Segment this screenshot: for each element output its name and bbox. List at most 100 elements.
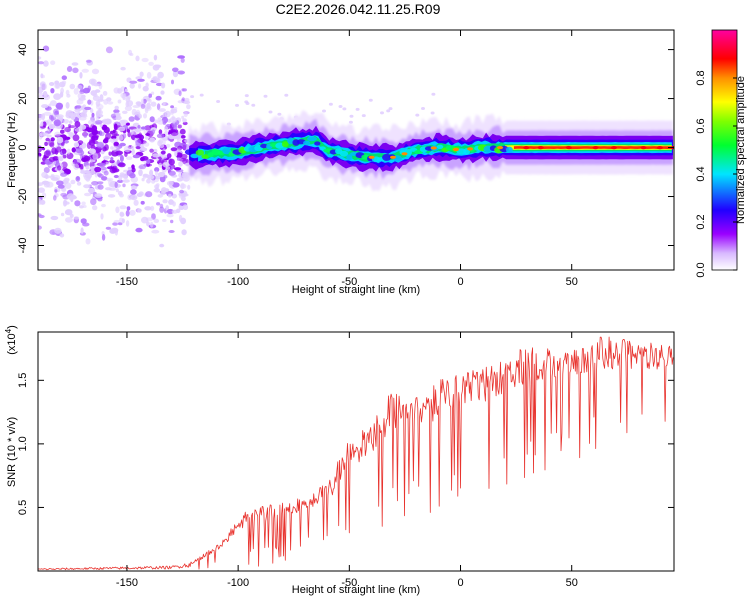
noise-blob	[76, 84, 83, 90]
noise-blob	[151, 229, 160, 234]
ridge-blob	[190, 153, 199, 159]
noise-blob	[91, 68, 100, 75]
ridge-blob	[201, 154, 209, 159]
noise-blob	[98, 83, 103, 90]
noise-blob	[108, 183, 115, 188]
spectrogram-ticks: -150 -100 -50 0 50 -40 -20 0 20 40	[17, 30, 674, 288]
noise-blob	[50, 88, 55, 94]
noise-blob	[90, 79, 95, 86]
noise-blob	[103, 170, 109, 176]
noise-blob	[71, 62, 79, 66]
noise-blob	[122, 110, 128, 115]
spectrogram-y-tick-label: 0	[17, 144, 29, 150]
noise-blob	[156, 202, 161, 206]
noise-blob	[171, 193, 177, 199]
noise-blob	[74, 127, 83, 132]
noise-blob	[431, 92, 436, 96]
noise-blob	[95, 115, 100, 121]
noise-blob	[50, 215, 59, 221]
noise-blob	[159, 203, 164, 209]
noise-blob	[112, 222, 118, 226]
noise-blob	[59, 233, 65, 238]
noise-blob	[155, 186, 159, 193]
noise-blob	[174, 167, 182, 171]
noise-blob	[175, 152, 183, 159]
noise-blob	[40, 121, 44, 127]
noise-blob	[355, 107, 360, 111]
noise-blob	[73, 216, 80, 220]
noise-blob	[73, 158, 82, 164]
snr-ticks: -150 -100 -50 0 50 0.5 1.0 1.5	[17, 332, 674, 589]
noise-blob	[43, 167, 50, 174]
noise-blob	[129, 173, 136, 179]
noise-blob	[175, 135, 180, 139]
noise-blob	[98, 162, 106, 168]
noise-blob	[160, 90, 165, 95]
noise-blob	[85, 165, 90, 170]
noise-blob	[53, 119, 61, 127]
noise-blob	[122, 93, 126, 101]
noise-blob	[81, 94, 86, 99]
noise-blob	[41, 113, 46, 121]
noise-blob	[81, 68, 90, 73]
noise-blob	[110, 227, 119, 234]
noise-blob	[159, 143, 165, 149]
noise-blob	[38, 187, 45, 193]
noise-blob	[88, 159, 96, 163]
noise-blob	[103, 99, 109, 105]
noise-blob	[148, 61, 154, 66]
noise-blob	[183, 111, 188, 118]
noise-blob	[63, 200, 68, 205]
ridge-hotspot	[523, 146, 530, 150]
noise-blob	[127, 131, 132, 138]
noise-blob	[56, 146, 62, 153]
noise-blob	[74, 108, 81, 113]
noise-blob	[131, 167, 136, 173]
noise-blob	[181, 229, 187, 236]
noise-blob	[156, 183, 160, 187]
noise-blob	[139, 71, 144, 77]
noise-blob	[149, 116, 155, 123]
ridge-blob	[382, 153, 392, 161]
noise-blob	[145, 191, 153, 198]
noise-blob	[178, 157, 187, 162]
noise-blob	[143, 113, 147, 119]
noise-blob	[168, 158, 175, 166]
noise-blob	[166, 208, 174, 215]
noise-blob	[101, 234, 106, 241]
noise-blob	[79, 72, 83, 79]
noise-blob	[177, 100, 184, 104]
noise-blob	[41, 192, 47, 199]
noise-blob	[73, 142, 80, 148]
noise-blob	[171, 79, 174, 85]
noise-blob	[84, 169, 90, 174]
ridge-blob	[287, 137, 294, 145]
noise-blob	[166, 180, 174, 186]
noise-blob	[120, 66, 126, 71]
noise-blob	[141, 156, 149, 161]
snr-x-tick-label: 0	[457, 577, 463, 589]
ridge-blob	[222, 147, 231, 155]
noise-blob	[60, 129, 65, 134]
noise-blob	[97, 184, 104, 190]
noise-blob	[99, 166, 107, 170]
noise-blob	[69, 120, 73, 124]
noise-blob	[244, 94, 249, 98]
ridge-hotspot	[537, 146, 544, 150]
ridge-hotspot	[453, 147, 459, 152]
noise-blob	[129, 80, 138, 84]
noise-blob	[164, 126, 168, 132]
noise-blob	[120, 119, 128, 124]
noise-blob	[38, 56, 42, 60]
noise-blob	[88, 133, 95, 138]
noise-blob	[87, 187, 96, 194]
noise-blob	[105, 46, 113, 54]
noise-blob	[111, 133, 120, 137]
noise-blob	[146, 71, 152, 79]
noise-blob	[80, 124, 87, 130]
noise-blob	[86, 127, 93, 133]
noise-blob	[43, 150, 51, 157]
noise-blob	[137, 208, 142, 213]
noise-blob	[126, 206, 131, 211]
spectrogram-y-tick-label: 40	[17, 43, 29, 55]
